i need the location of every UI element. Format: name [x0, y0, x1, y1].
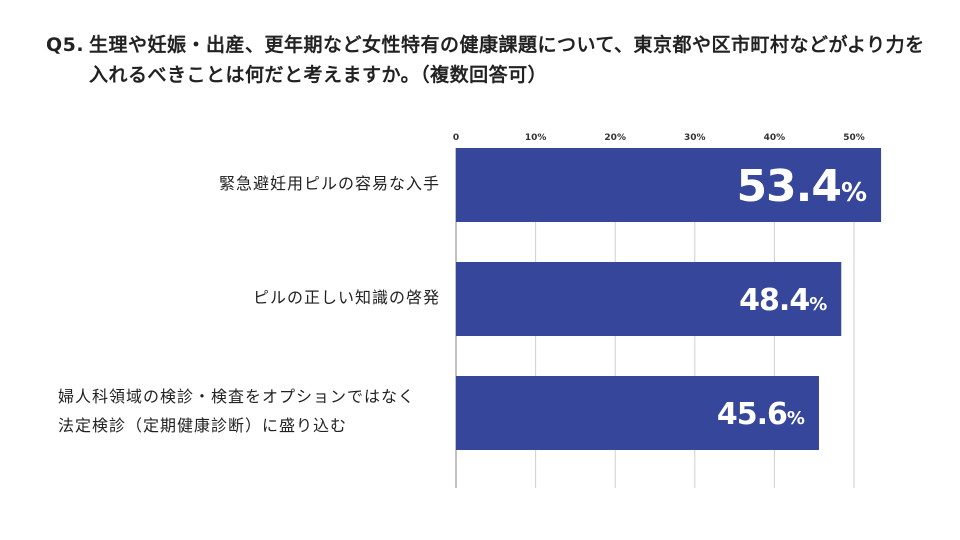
- question-number: Q5.: [46, 34, 85, 56]
- category-label-2-text: ピルの正しい知識の啓発: [252, 288, 440, 307]
- category-label-3-line-2: 法定検診（定期健康診断）に盛り込む: [58, 416, 348, 435]
- value-label-1-number: 53.4: [736, 161, 841, 212]
- x-tick-label-3: 30%: [684, 133, 706, 143]
- value-label-1-unit: %: [841, 178, 867, 208]
- category-label-1-text: 緊急避妊用ピルの容易な入手: [218, 174, 440, 193]
- value-label-2: 48.4%: [739, 283, 827, 318]
- value-label-3-unit: %: [787, 408, 805, 429]
- value-label-2-unit: %: [809, 294, 827, 315]
- value-label-3: 45.6%: [717, 397, 805, 432]
- x-tick-label-4: 40%: [764, 133, 786, 143]
- question-heading: Q5. 生理や妊娠・出産、更年期など女性特有の健康課題について、東京都や区市町村…: [46, 30, 926, 90]
- category-label-2: ピルの正しい知識の啓発: [20, 283, 440, 312]
- value-label-3-number: 45.6: [717, 397, 787, 432]
- x-tick-label-5: 50%: [843, 133, 865, 143]
- value-label-2-number: 48.4: [739, 283, 809, 318]
- x-tick-label-2: 20%: [604, 133, 626, 143]
- category-label-3-line-1: 婦人科領域の検診・検査をオプションではなく: [58, 387, 416, 406]
- category-label-1: 緊急避妊用ピルの容易な入手: [20, 169, 440, 198]
- x-tick-label-1: 10%: [525, 133, 547, 143]
- value-label-1: 53.4%: [736, 161, 867, 212]
- category-label-3: 婦人科領域の検診・検査をオプションではなく 法定検診（定期健康診断）に盛り込む: [58, 382, 478, 440]
- bar-1: [456, 148, 882, 222]
- question-text: 生理や妊娠・出産、更年期など女性特有の健康課題について、東京都や区市町村などがよ…: [89, 34, 925, 86]
- bar-2: [456, 262, 842, 336]
- bar-3: [456, 376, 819, 450]
- x-tick-label-0: 0: [453, 133, 459, 143]
